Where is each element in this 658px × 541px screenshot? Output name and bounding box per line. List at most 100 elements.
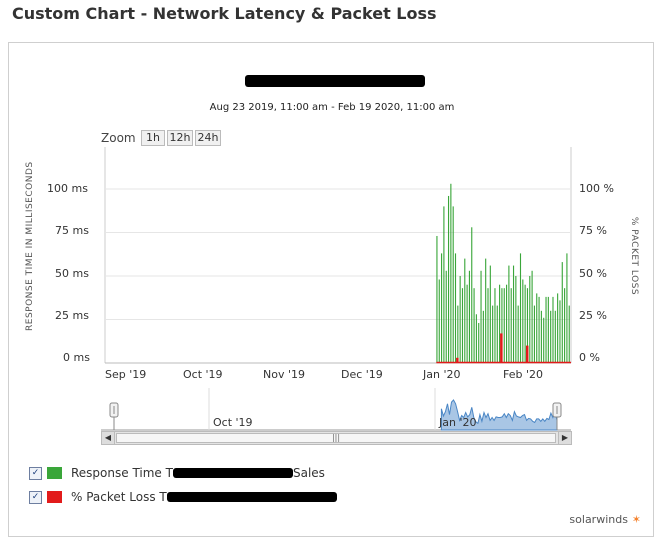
response-time-bar [533,305,535,363]
x-tick: Nov '19 [263,368,305,381]
response-time-bar [468,270,470,363]
left-tick: 50 ms [55,267,89,280]
response-time-bar [559,300,561,363]
response-time-bar [452,206,454,363]
left-tick: 25 ms [55,309,89,322]
redacted-text [172,468,293,478]
response-time-bar [489,265,491,363]
response-time-bar [445,270,447,363]
response-time-bar [550,310,552,363]
response-time-bar [508,265,510,363]
response-time-bar [480,270,482,363]
x-tick: Sep '19 [105,368,147,381]
scroll-thumb[interactable]: ||| [116,433,556,443]
response-time-bar [543,317,545,363]
page-title: Custom Chart - Network Latency & Packet … [12,4,437,23]
response-time-bar [522,279,524,363]
navigator-label: Oct '19 [213,416,253,429]
response-time-bar [540,310,542,363]
packet-loss-spike [456,357,459,363]
response-time-bar [494,288,496,363]
response-time-bar [506,284,508,363]
response-time-bar [529,276,531,363]
response-time-bar [512,265,515,363]
response-time-bar [457,305,459,363]
right-tick: 75 % [579,224,607,237]
response-time-bar [475,314,477,363]
response-time-bar [524,284,526,363]
right-tick: 50 % [579,267,607,280]
swatch-packet-loss [47,491,62,503]
legend-label-response-time: Response Time T Sales [71,466,325,480]
navigator-scrollbar[interactable]: ◀ ||| ▶ [101,431,572,445]
response-time-bar [447,195,450,363]
response-time-bar [515,276,517,363]
right-tick: 0 % [579,351,600,364]
response-time-bar [482,310,484,363]
right-tick: 100 % [579,182,614,195]
response-time-bar [564,288,566,363]
response-time-bar [547,296,549,363]
checkbox-response-time[interactable]: ✓ [29,467,42,480]
response-time-bar [561,262,563,363]
response-time-bar [464,258,466,363]
response-time-bar [485,258,487,363]
x-tick: Dec '19 [341,368,383,381]
response-time-bar [443,206,445,363]
response-time-bar [473,288,475,363]
solarwinds-logo: solarwinds ✶ [569,513,641,526]
response-time-bar [545,296,547,363]
left-tick: 100 ms [47,182,88,195]
response-time-bar [450,183,452,363]
response-time-bar [471,227,473,363]
zoom-24h-button[interactable]: 24h [195,130,221,146]
navigator-label: Jan '20 [439,416,477,429]
response-time-bar [454,253,457,363]
redacted-title [245,75,425,87]
checkbox-packet-loss[interactable]: ✓ [29,491,42,504]
x-tick: Feb '20 [503,368,543,381]
zoom-12h-button[interactable]: 12h [167,130,193,146]
response-time-bar [538,296,540,363]
response-time-bar [566,253,568,363]
x-tick: Jan '20 [423,368,461,381]
navigator[interactable] [9,388,655,468]
response-time-bar [438,279,440,363]
response-time-bar [436,235,438,363]
response-time-bar [568,305,570,363]
response-time-bar [519,253,522,363]
response-time-bar [499,284,501,363]
response-time-bar [517,305,519,363]
scroll-right-button[interactable]: ▶ [558,432,571,444]
response-time-bar [461,288,464,363]
response-time-bar [503,288,505,363]
response-time-bar [501,288,503,363]
scroll-left-button[interactable]: ◀ [102,432,115,444]
navigator-series [440,399,558,431]
zoom-label: Zoom [101,131,136,145]
legend-label-packet-loss: % Packet Loss T [71,490,337,504]
response-time-bar [492,305,494,363]
date-range: Aug 23 2019, 11:00 am - Feb 19 2020, 11:… [209,102,455,113]
packet-loss-spike [525,345,529,363]
left-tick: 75 ms [55,224,89,237]
response-time-bar [441,253,443,363]
redacted-text [166,492,337,502]
response-time-bar [487,288,489,363]
response-time-bar [459,276,461,363]
response-time-bar [554,310,556,363]
left-tick: 0 ms [63,351,90,364]
plot-area [104,147,572,364]
response-time-bar [496,305,498,363]
response-time-bar [478,322,480,363]
chart-panel: Aug 23 2019, 11:00 am - Feb 19 2020, 11:… [8,42,654,537]
response-time-bar [510,288,512,363]
response-time-bar [526,288,529,363]
response-time-bar [466,284,468,363]
zoom-1h-button[interactable]: 1h [141,130,165,146]
packet-loss-spike [500,333,503,363]
swatch-response-time [47,467,62,479]
x-tick: Oct '19 [183,368,223,381]
response-time-bar [552,296,554,363]
right-tick: 25 % [579,309,607,322]
